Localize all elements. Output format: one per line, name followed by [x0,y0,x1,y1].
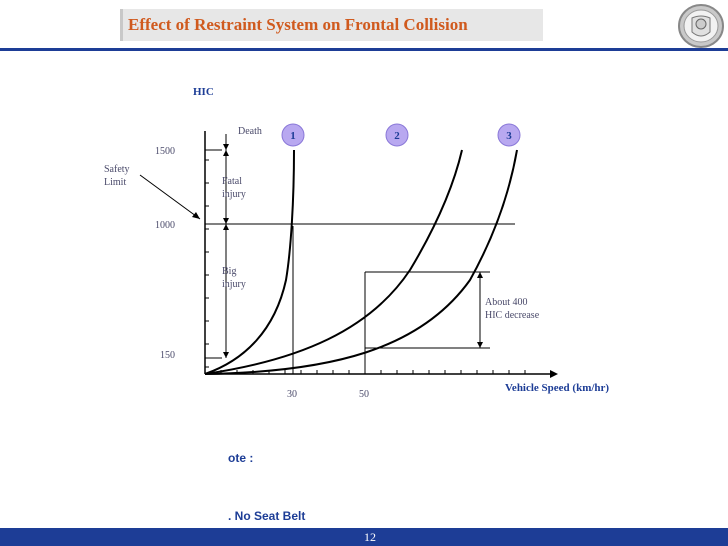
annotation-death: Death [238,126,262,137]
x-axis-title: Vehicle Speed (km/hr) [505,382,609,394]
x-tick-50: 50 [359,389,369,400]
y-tick-1000: 1000 [155,220,175,231]
annotation-safety: Safety Limit [104,164,130,188]
y-tick-150: 150 [160,350,175,361]
axes [204,131,558,378]
series-marker-3: 3 [497,123,521,147]
note-label: ote : [228,451,254,465]
series-marker-2: 2 [385,123,409,147]
slide-title: Effect of Restraint System on Frontal Co… [128,15,468,34]
title-box [120,9,543,41]
safety-limit-pointer-head [192,212,200,219]
safety-limit-pointer [139,174,201,220]
header-divider [0,48,728,51]
curve-series-3 [204,149,518,375]
series-label-3: 3 [506,130,512,142]
page-number: 12 [364,530,376,544]
x-tick-30: 30 [287,389,297,400]
decrease-arrow-up [477,272,483,278]
annotation-big: Big injury [222,266,246,290]
footer-bar [0,528,728,546]
range-arrows [223,134,229,358]
note-item: . No Seat Belt [228,509,306,523]
y-axis-title: HIC [193,86,214,98]
curve-series-1 [204,149,295,375]
series-marker-1: 1 [281,123,305,147]
proton-logo-icon [678,4,724,48]
y-minor-ticks [205,159,209,368]
x-axis-arrow [550,370,558,378]
annotation-fatal: Fatal injury [222,176,246,200]
decrease-arrow-down [477,342,483,348]
series-label-2: 2 [394,130,400,142]
series-label-1: 1 [290,130,296,142]
y-tick-1500: 1500 [155,146,175,157]
curve-series-2 [204,149,463,375]
annotation-decrease: About 400 HIC decrease [485,297,540,321]
